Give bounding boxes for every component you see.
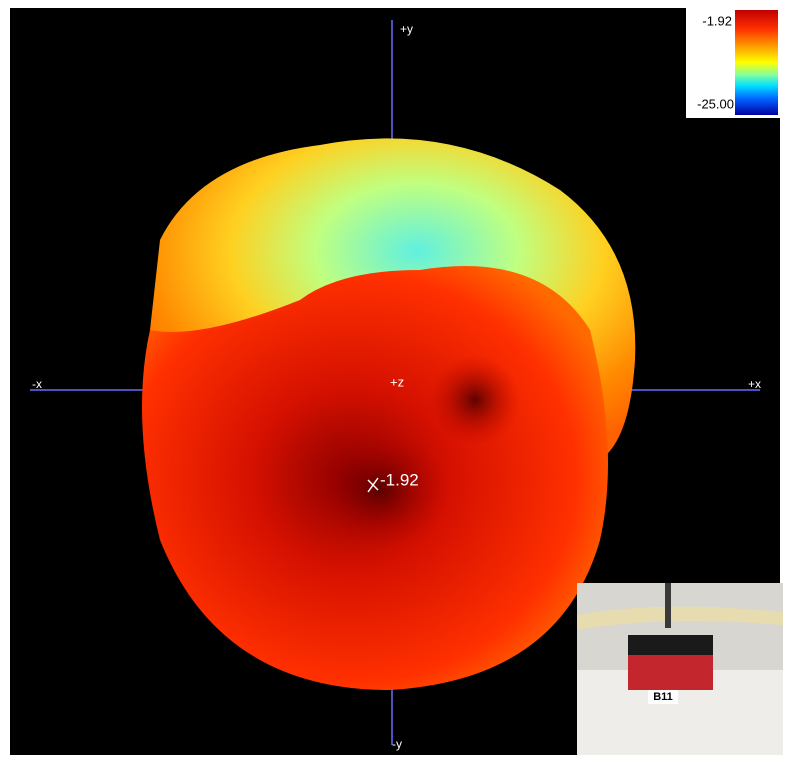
axis-label-top: +y	[400, 22, 413, 36]
axis-label-center: +z	[390, 374, 404, 389]
back-lobe	[150, 138, 636, 460]
peak-region	[310, 430, 450, 550]
axis-label-right: +x	[748, 377, 761, 391]
photo-label: B11	[653, 691, 673, 703]
inset-photo: B11	[577, 583, 783, 755]
axis-label-left: -x	[32, 377, 42, 391]
colorbar	[735, 10, 778, 115]
colorbar-max: -1.92	[702, 13, 732, 28]
colorbar-min: -25.00	[697, 96, 734, 111]
peak-marker	[367, 477, 379, 493]
dark-region	[430, 355, 520, 445]
axis-label-bottom: -y	[392, 737, 402, 751]
peak-label: -1.92	[380, 470, 419, 489]
